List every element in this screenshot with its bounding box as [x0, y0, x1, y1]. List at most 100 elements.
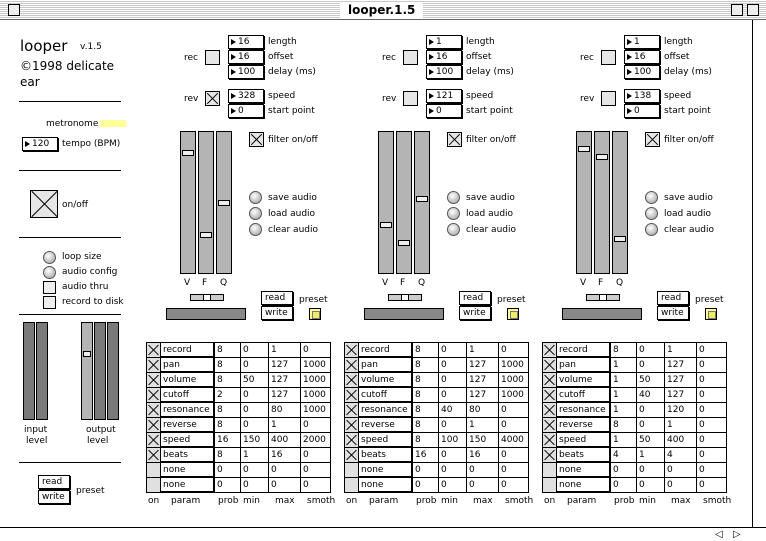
delay-number-box[interactable]: 100	[426, 65, 462, 79]
cell-smoth[interactable]: 0	[696, 372, 727, 388]
row-on-toggle[interactable]	[542, 432, 557, 448]
vertical-scrollbar[interactable]	[752, 20, 766, 527]
cell-prob[interactable]: 1	[610, 402, 637, 418]
slider-knob[interactable]	[416, 196, 428, 202]
cell-smoth[interactable]: 0	[696, 462, 727, 478]
load-audio-button[interactable]	[249, 207, 262, 220]
cell-smoth[interactable]: 1000	[498, 387, 529, 403]
cell-param[interactable]: none	[160, 462, 215, 478]
row-on-toggle[interactable]	[146, 372, 161, 388]
cell-param[interactable]: record	[160, 342, 215, 358]
offset-number-box[interactable]: 16	[624, 50, 660, 64]
close-box-icon[interactable]	[8, 4, 20, 16]
row-on-toggle[interactable]	[344, 387, 359, 403]
cell-min[interactable]: 0	[438, 447, 467, 463]
cell-max[interactable]: 120	[664, 402, 697, 418]
speed-number-box[interactable]: 138	[624, 89, 660, 103]
cell-min[interactable]: 1	[636, 447, 665, 463]
cell-prob[interactable]: 8	[214, 447, 241, 463]
cell-max[interactable]: 127	[664, 357, 697, 373]
cell-smoth[interactable]: 0	[300, 342, 331, 358]
cell-min[interactable]: 0	[240, 387, 269, 403]
cell-min[interactable]: 0	[240, 402, 269, 418]
cell-max[interactable]: 1	[664, 342, 697, 358]
cell-min[interactable]: 1	[240, 447, 269, 463]
row-on-toggle[interactable]	[146, 417, 161, 433]
slider-knob[interactable]	[398, 240, 410, 246]
filter-slider-q[interactable]	[216, 131, 232, 274]
cell-max[interactable]: 16	[466, 447, 499, 463]
slider-knob[interactable]	[203, 294, 211, 301]
row-on-toggle[interactable]	[542, 342, 557, 358]
cell-max[interactable]: 127	[664, 372, 697, 388]
filter-slider-f[interactable]	[594, 131, 610, 274]
slider-knob[interactable]	[401, 294, 409, 301]
cell-smoth[interactable]: 0	[696, 477, 727, 493]
filter-slider-v[interactable]	[576, 131, 592, 274]
row-on-toggle[interactable]	[542, 477, 557, 493]
pan-slider[interactable]	[388, 294, 422, 301]
output-level-slider[interactable]	[81, 322, 93, 420]
cell-param[interactable]: speed	[160, 432, 215, 448]
cell-param[interactable]: reverse	[160, 417, 215, 433]
filter-toggle[interactable]	[645, 132, 660, 147]
audio-thru-toggle[interactable]	[43, 281, 56, 294]
row-on-toggle[interactable]	[344, 432, 359, 448]
cell-smoth[interactable]: 0	[696, 387, 727, 403]
row-on-toggle[interactable]	[542, 462, 557, 478]
filter-slider-f[interactable]	[198, 131, 214, 274]
cell-param[interactable]: pan	[160, 357, 215, 373]
cell-param[interactable]: none	[358, 477, 413, 493]
rec-toggle[interactable]	[601, 50, 616, 65]
cell-param[interactable]: volume	[358, 372, 413, 388]
filter-slider-v[interactable]	[180, 131, 196, 274]
clear-audio-button[interactable]	[249, 223, 262, 236]
cell-param[interactable]: none	[160, 477, 215, 493]
cell-max[interactable]: 1	[664, 417, 697, 433]
row-on-toggle[interactable]	[344, 462, 359, 478]
row-on-toggle[interactable]	[146, 432, 161, 448]
cell-max[interactable]: 400	[268, 432, 301, 448]
cell-prob[interactable]: 8	[412, 357, 439, 373]
cell-prob[interactable]: 0	[214, 477, 241, 493]
delay-number-box[interactable]: 100	[228, 65, 264, 79]
cell-prob[interactable]: 8	[412, 342, 439, 358]
title-bar[interactable]: looper.1.5	[0, 0, 766, 20]
cell-min[interactable]: 0	[438, 477, 467, 493]
cell-min[interactable]: 0	[438, 372, 467, 388]
start-point-number-box[interactable]: 0	[426, 104, 462, 118]
cell-min[interactable]: 0	[636, 462, 665, 478]
cell-prob[interactable]: 1	[610, 387, 637, 403]
preset-button[interactable]	[507, 308, 519, 320]
row-on-toggle[interactable]	[146, 402, 161, 418]
cell-smoth[interactable]: 0	[696, 342, 727, 358]
cell-smoth[interactable]: 1000	[498, 357, 529, 373]
row-on-toggle[interactable]	[542, 387, 557, 403]
filter-slider-f[interactable]	[396, 131, 412, 274]
preset-button[interactable]	[309, 308, 321, 320]
slider-knob[interactable]	[380, 222, 392, 228]
cell-max[interactable]: 0	[664, 462, 697, 478]
zoom-box-icon[interactable]	[731, 4, 743, 16]
cell-smoth[interactable]: 0	[300, 462, 331, 478]
start-point-number-box[interactable]: 0	[624, 104, 660, 118]
cell-param[interactable]: pan	[556, 357, 611, 373]
row-on-toggle[interactable]	[542, 417, 557, 433]
cell-param[interactable]: volume	[160, 372, 215, 388]
row-on-toggle[interactable]	[344, 357, 359, 373]
speed-number-box[interactable]: 328	[228, 89, 264, 103]
row-on-toggle[interactable]	[344, 417, 359, 433]
read-button[interactable]: read	[38, 475, 70, 489]
cell-max[interactable]: 127	[268, 372, 301, 388]
scroll-left-arrow-icon[interactable]: ◁	[715, 529, 723, 540]
cell-max[interactable]: 127	[664, 387, 697, 403]
speed-number-box[interactable]: 121	[426, 89, 462, 103]
cell-min[interactable]: 0	[240, 342, 269, 358]
load-audio-button[interactable]	[447, 207, 460, 220]
cell-smoth[interactable]: 1000	[498, 372, 529, 388]
cell-prob[interactable]: 0	[214, 462, 241, 478]
cell-prob[interactable]: 8	[610, 342, 637, 358]
clear-audio-button[interactable]	[645, 223, 658, 236]
cell-smoth[interactable]: 0	[498, 462, 529, 478]
cell-max[interactable]: 127	[466, 372, 499, 388]
